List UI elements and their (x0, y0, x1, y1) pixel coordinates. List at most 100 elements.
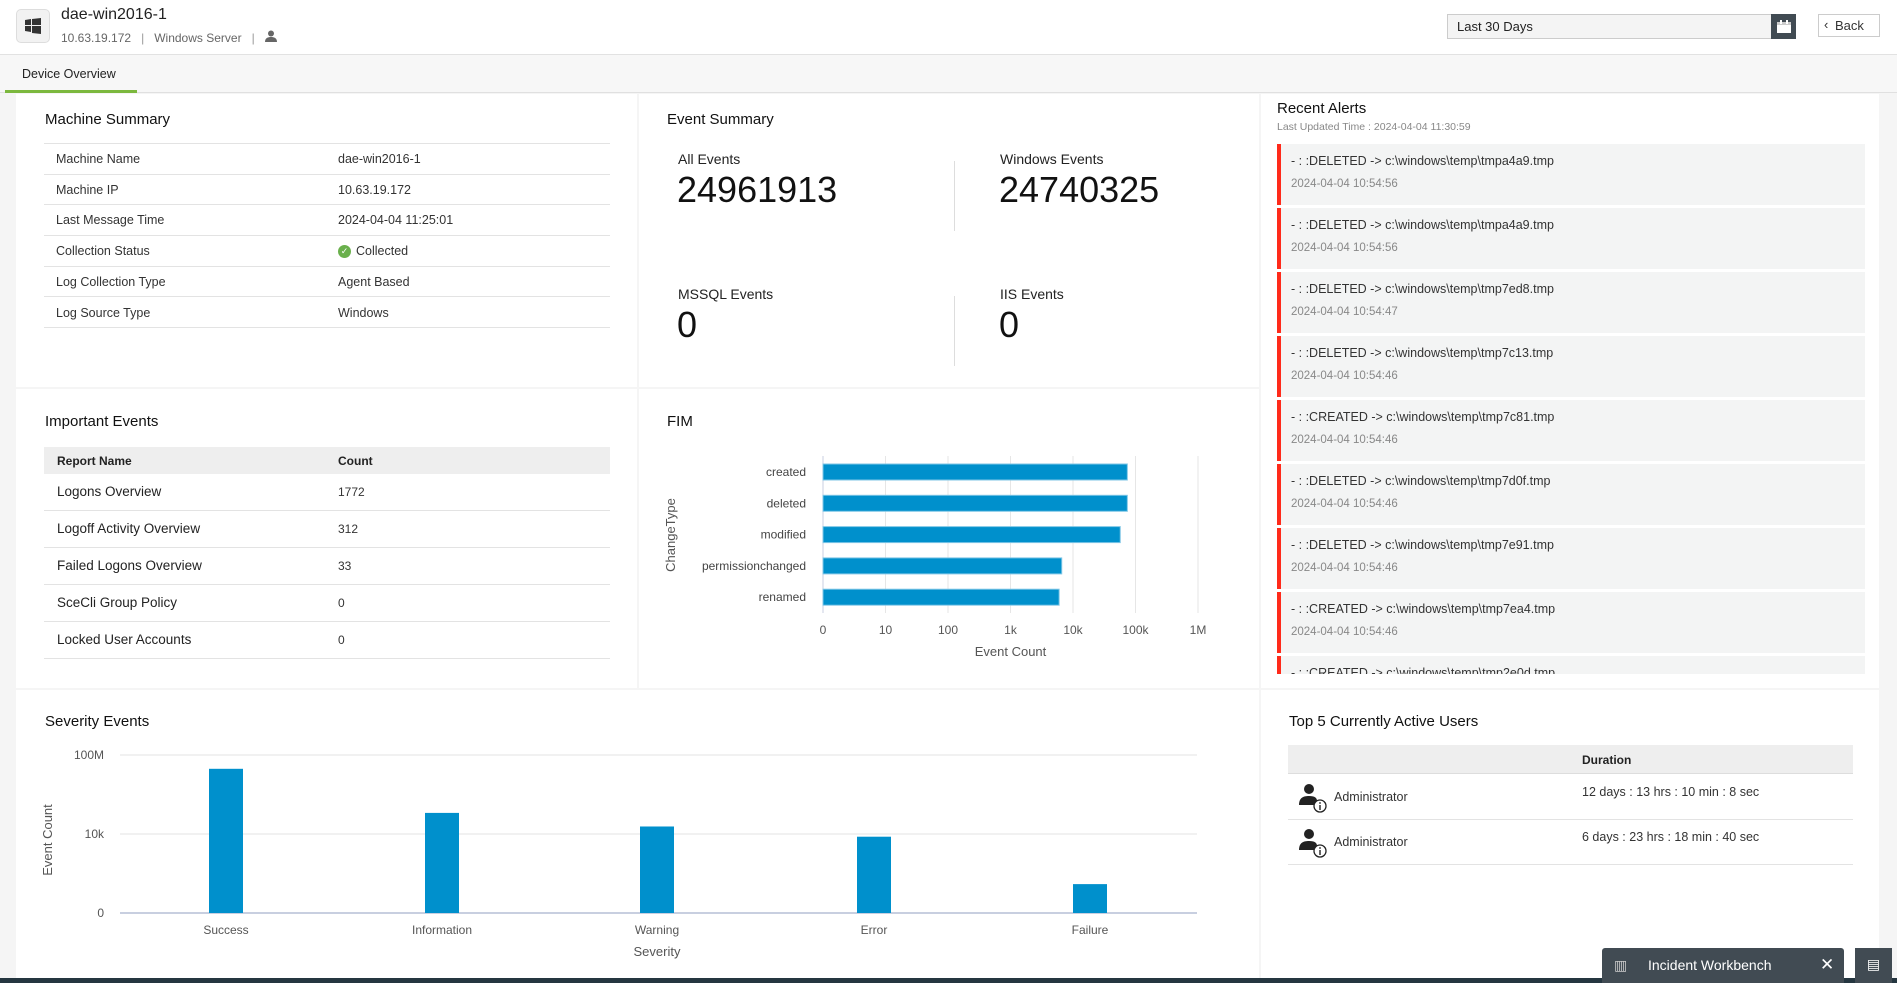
x-tick-label: 0 (820, 623, 827, 637)
summary-label: Last Message Time (56, 213, 165, 228)
summary-row: Log Collection Type Agent Based (44, 267, 610, 298)
chevron-left-icon: ‹ (1824, 17, 1829, 32)
table-row[interactable]: Logons Overview 1772 (44, 474, 610, 511)
severity-bar[interactable] (857, 836, 891, 913)
summary-row: Machine Name dae-win2016-1 (44, 144, 610, 175)
date-range-picker[interactable]: Last 30 Days (1447, 14, 1796, 39)
separator: | (251, 30, 255, 45)
summary-label: Log Source Type (56, 305, 151, 320)
summary-value: 10.63.19.172 (338, 182, 411, 197)
summary-row: Last Message Time 2024-04-04 11:25:01 (44, 205, 610, 237)
event-summary-panel (639, 94, 1259, 387)
all-events-count[interactable]: 24961913 (677, 169, 838, 210)
alert-time: 2024-04-04 10:54:46 (1291, 498, 1398, 510)
x-category-label: Information (412, 923, 472, 937)
session-duration: 12 days : 13 hrs : 10 min : 8 sec (1582, 785, 1760, 799)
alert-item[interactable]: - : :DELETED -> c:\windows\temp\tmpa4a9.… (1277, 144, 1865, 205)
fim-bar[interactable] (822, 588, 1060, 606)
report-name-link[interactable]: Logons Overview (57, 484, 162, 499)
session-duration: 6 days : 23 hrs : 18 min : 40 sec (1582, 830, 1760, 844)
incident-workbench-bar[interactable]: ▥ Incident Workbench ✕ (1602, 948, 1844, 983)
fim-chart: 0 10 100 1k 10k 100k 1M created deleted modified p… (663, 456, 1207, 659)
table-row[interactable]: SceCli Group Policy 0 (44, 585, 610, 622)
summary-label: Machine Name (56, 152, 141, 166)
alert-message: - : :CREATED -> c:\windows\temp\tmp2e0d.… (1291, 666, 1556, 674)
summary-label: Machine IP (56, 182, 119, 197)
alert-message: - : :CREATED -> c:\windows\temp\tmp7ea4.… (1291, 602, 1556, 616)
table-row: Administrator 12 days : 13 hrs : 10 min :… (1288, 775, 1853, 820)
active-users-title: Top 5 Currently Active Users (1289, 713, 1479, 730)
windows-events-label: Windows Events (1000, 151, 1104, 167)
iis-events-count[interactable]: 0 (999, 304, 1020, 345)
alert-message: - : :DELETED -> c:\windows\temp\tmp7c13.… (1291, 346, 1554, 360)
alerts-list[interactable]: - : :DELETED -> c:\windows\temp\tmpa4a9.… (1261, 144, 1879, 674)
close-icon[interactable]: ✕ (1820, 955, 1835, 974)
alert-item[interactable]: - : :CREATED -> c:\windows\temp\tmp7ea4.… (1277, 592, 1865, 653)
user-icon[interactable] (264, 30, 277, 45)
status-value: Collected (356, 244, 409, 259)
summary-row: Machine IP 10.63.19.172 (44, 175, 610, 206)
report-name-link[interactable]: Failed Logons Overview (57, 558, 202, 573)
column-header[interactable]: Report Name (57, 454, 132, 468)
alert-time: 2024-04-04 10:54:46 (1291, 562, 1398, 574)
alert-time: 2024-04-04 10:54:46 (1291, 434, 1398, 446)
tab-device-overview[interactable]: Device Overview (5, 55, 137, 93)
alert-item[interactable]: - : :CREATED -> c:\windows\temp\tmp7c81.… (1277, 400, 1865, 461)
report-name-link[interactable]: Locked User Accounts (57, 632, 192, 647)
report-count: 1772 (338, 485, 365, 499)
alert-time: 2024-04-04 10:54:47 (1291, 306, 1398, 318)
severity-bar[interactable] (425, 812, 459, 913)
calendar-icon[interactable] (1771, 14, 1796, 39)
alert-message: - : :DELETED -> c:\windows\temp\tmp7d0f.… (1291, 474, 1551, 488)
windows-events-count[interactable]: 24740325 (999, 169, 1160, 210)
report-count: 312 (338, 522, 359, 536)
alert-time: 2024-04-04 10:54:56 (1291, 178, 1398, 190)
table-row[interactable]: Logoff Activity Overview 312 (44, 511, 610, 548)
alert-item[interactable]: - : :DELETED -> c:\windows\temp\tmpa4a9.… (1277, 208, 1865, 269)
fim-bar[interactable] (822, 494, 1128, 512)
alert-message: - : :DELETED -> c:\windows\temp\tmpa4a9.… (1291, 218, 1554, 232)
column-header-duration[interactable]: Duration (1582, 753, 1632, 767)
fim-bar[interactable] (822, 526, 1121, 544)
y-category-label: modified (761, 528, 806, 542)
x-category-label: Error (861, 923, 888, 937)
column-header[interactable]: Count (338, 454, 373, 468)
alert-item[interactable]: - : :DELETED -> c:\windows\temp\tmp7ed8.… (1277, 272, 1865, 333)
summary-value: Agent Based (338, 274, 410, 289)
fim-bar[interactable] (822, 557, 1063, 575)
alert-item[interactable]: - : :DELETED -> c:\windows\temp\tmp7d0f.… (1277, 464, 1865, 525)
alert-item[interactable]: - : :DELETED -> c:\windows\temp\tmp7e91.… (1277, 528, 1865, 589)
summary-label: Log Collection Type (56, 274, 166, 289)
fim-bar[interactable] (822, 463, 1128, 481)
x-axis-title: Severity (634, 944, 681, 959)
chat-icon[interactable]: ▤ (1855, 948, 1892, 983)
severity-bar[interactable] (1073, 884, 1107, 913)
report-name-link[interactable]: SceCli Group Policy (57, 595, 178, 610)
mssql-events-count[interactable]: 0 (677, 304, 698, 345)
table-row[interactable]: Locked User Accounts 0 (44, 622, 610, 659)
summary-value: dae-win2016-1 (338, 152, 421, 166)
y-tick-label: 0 (97, 906, 104, 920)
report-name-link[interactable]: Logoff Activity Overview (57, 521, 201, 536)
user-info-icon[interactable] (1298, 783, 1328, 816)
severity-bar[interactable] (640, 826, 674, 913)
alert-item[interactable]: - : :DELETED -> c:\windows\temp\tmp7c13.… (1277, 336, 1865, 397)
x-axis-title: Event Count (975, 644, 1047, 659)
y-category-label: renamed (759, 590, 806, 604)
last-updated-time: Last Updated Time : 2024-04-04 11:30:59 (1277, 121, 1471, 133)
severity-bar[interactable] (209, 768, 243, 913)
x-tick-label: 1M (1190, 623, 1207, 637)
user-info-icon[interactable] (1298, 828, 1328, 861)
user-name: Administrator (1334, 790, 1408, 804)
y-axis-title: Event Count (40, 804, 55, 876)
workbench-icon: ▥ (1614, 957, 1628, 973)
alert-item[interactable]: - : :CREATED -> c:\windows\temp\tmp2e0d.… (1277, 656, 1865, 674)
alert-message: - : :DELETED -> c:\windows\temp\tmpa4a9.… (1291, 154, 1554, 168)
table-row[interactable]: Failed Logons Overview 33 (44, 548, 610, 585)
severity-chart: 0 10k 100M Success Information Warning Error Fa… (40, 748, 1197, 959)
back-button[interactable]: ‹ Back (1818, 14, 1880, 37)
report-count: 0 (338, 596, 345, 610)
x-category-label: Warning (635, 923, 679, 937)
y-category-label: deleted (767, 496, 806, 510)
alert-time: 2024-04-04 10:54:56 (1291, 242, 1398, 254)
